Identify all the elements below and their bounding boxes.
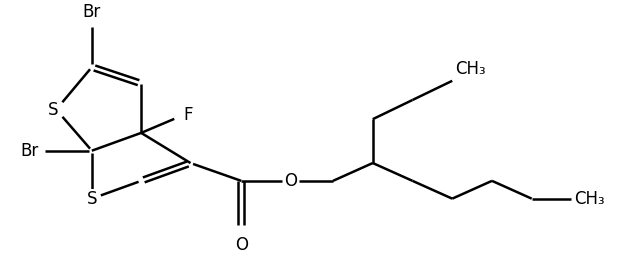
Text: S: S [48,101,59,119]
Text: O: O [284,172,297,190]
Text: F: F [184,106,193,124]
Text: S: S [86,190,97,208]
Text: O: O [235,236,248,254]
Text: Br: Br [20,142,38,160]
Text: CH₃: CH₃ [574,190,605,208]
Text: CH₃: CH₃ [455,60,486,78]
Text: Br: Br [83,3,101,21]
